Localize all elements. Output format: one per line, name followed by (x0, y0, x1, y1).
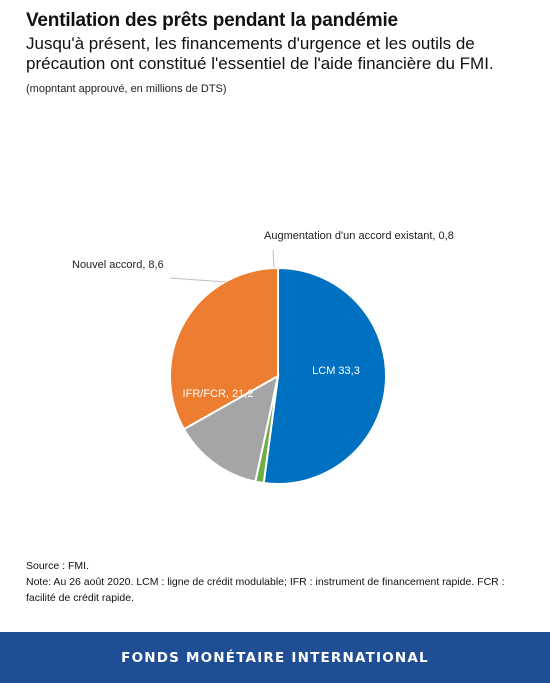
slice-label-lcm: LCM 33,3 (312, 365, 360, 377)
source-note: Source : FMI. (26, 560, 90, 572)
chart-subtitle: Jusqu'à présent, les financements d'urge… (26, 34, 494, 73)
org-name: FONDS MONÉTAIRE INTERNATIONAL (121, 649, 429, 666)
slice-label-augmentation-d-un-accord-existant: Augmentation d'un accord existant, 0,8 (264, 230, 454, 242)
pie-slice-lcm (262, 266, 387, 485)
pie-chart: LCM 33,3 IFR/FCR, 21,2 Nouvel accord, 8,6 A… (72, 230, 454, 485)
slice-label-ifr-fcr: IFR/FCR, 21,2 (183, 388, 254, 400)
footer-notes: Source : FMI. Note: Au 26 août 2020. LCM… (26, 558, 526, 606)
slice-label-nouvel-accord: Nouvel accord, 8,6 (72, 259, 164, 271)
leader-line-nouvel-accord (169, 277, 227, 283)
chart-title: Ventilation des prêts pendant la pandémi… (26, 10, 398, 31)
leader-line-augmentation-d-un-accord-existant (272, 249, 275, 269)
footnote: Note: Au 26 août 2020. LCM : ligne de cr… (26, 576, 505, 604)
pie-slice-ifr-fcr (169, 266, 279, 431)
footer-band: FONDS MONÉTAIRE INTERNATIONAL (0, 632, 550, 683)
pie-slice-nouvel-accord (182, 374, 280, 483)
chart-unit-note: (mopntant approuvé, en millions de DTS) (26, 83, 227, 95)
